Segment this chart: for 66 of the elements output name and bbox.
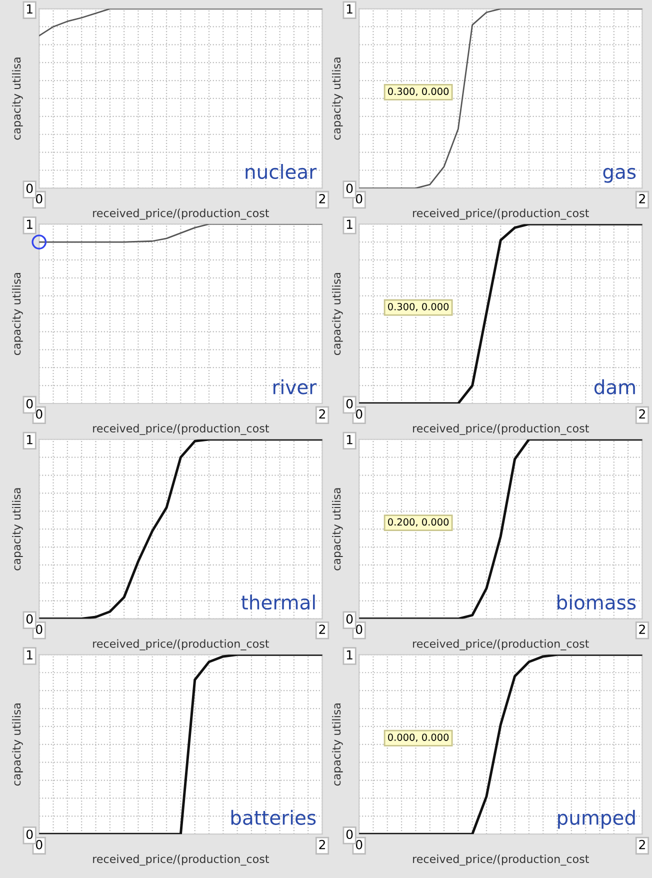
x-tick-label: 0 xyxy=(36,409,42,419)
text: batteries xyxy=(231,810,316,825)
x-axis-title: received_price/(production_cost xyxy=(413,208,589,220)
x-axis-title: received_price/(production_cost xyxy=(93,854,270,866)
y-axis-title: capacity utilisa xyxy=(332,58,343,140)
y-tick-label: 0 xyxy=(346,614,353,624)
y-tick-label: 1 xyxy=(26,435,32,444)
y-axis-title: capacity utilisa xyxy=(332,704,343,786)
x-tick-label: 2 xyxy=(319,624,325,634)
annotation: 0.000, 0.000 xyxy=(388,734,449,742)
y-axis-title: capacity utilisa xyxy=(12,272,23,356)
line-series xyxy=(359,8,642,188)
x-tick-label: 2 xyxy=(319,194,325,204)
y-tick-label: 0 xyxy=(26,398,33,408)
line-series xyxy=(359,654,642,834)
y-tick-label: 1 xyxy=(346,650,352,660)
y-axis-title: capacity utilisa xyxy=(332,272,343,356)
x-axis-title: received_price/(production_cost xyxy=(93,208,270,220)
text: nuclear xyxy=(246,164,317,180)
y-tick-label: 0 xyxy=(26,614,33,624)
x-tick-label: 2 xyxy=(639,409,645,419)
x-axis-title: received_price/(production_cost xyxy=(413,854,589,866)
x-axis-title: received_price/(production_cost xyxy=(93,424,270,435)
y-tick-label: 1 xyxy=(26,650,32,660)
x-tick-label: 2 xyxy=(319,840,325,850)
y-tick-label: 1 xyxy=(26,4,32,14)
text: river xyxy=(274,379,317,394)
y-tick-label: 1 xyxy=(346,435,352,444)
text: gas xyxy=(603,168,636,183)
x-tick-label: 0 xyxy=(36,194,42,204)
x-tick-label: 0 xyxy=(356,840,362,850)
y-tick-label: 1 xyxy=(346,4,352,14)
y-tick-label: 0 xyxy=(346,184,353,194)
x-tick-label: 2 xyxy=(319,409,325,419)
y-axis-title: capacity utilisa xyxy=(12,488,23,570)
text: pumped xyxy=(558,810,635,829)
x-tick-label: 2 xyxy=(639,840,645,850)
x-tick-label: 0 xyxy=(356,409,362,419)
x-tick-label: 0 xyxy=(36,840,42,850)
x-axis-title: received_price/(production_cost xyxy=(413,639,589,650)
y-tick-label: 1 xyxy=(346,220,352,229)
y-axis-title: capacity utilisa xyxy=(12,704,23,786)
annotation: 0.200, 0.000 xyxy=(388,518,449,527)
x-tick-label: 0 xyxy=(356,624,362,634)
x-axis-title: received_price/(production_cost xyxy=(93,639,270,650)
text: biomass xyxy=(558,594,636,610)
x-axis-title: received_price/(production_cost xyxy=(413,424,589,435)
text: dam xyxy=(594,379,635,394)
line-series xyxy=(359,224,642,404)
y-axis-title: capacity utilisa xyxy=(12,58,23,140)
x-tick-label: 2 xyxy=(639,624,645,634)
line-series xyxy=(359,439,642,619)
annotation: 0.300, 0.000 xyxy=(388,88,449,96)
annotation: 0.300, 0.000 xyxy=(388,302,449,312)
y-tick-label: 0 xyxy=(26,184,33,194)
y-tick-label: 0 xyxy=(26,830,33,840)
x-tick-label: 0 xyxy=(356,194,362,204)
x-tick-label: 2 xyxy=(639,194,645,204)
y-tick-label: 0 xyxy=(346,830,353,840)
y-axis-title: capacity utilisa xyxy=(332,488,343,570)
x-tick-label: 0 xyxy=(36,624,42,634)
line-series xyxy=(39,654,322,834)
y-tick-label: 0 xyxy=(346,398,353,408)
line-series xyxy=(39,439,322,619)
y-tick-label: 1 xyxy=(26,220,32,229)
text: thermal xyxy=(241,594,315,610)
